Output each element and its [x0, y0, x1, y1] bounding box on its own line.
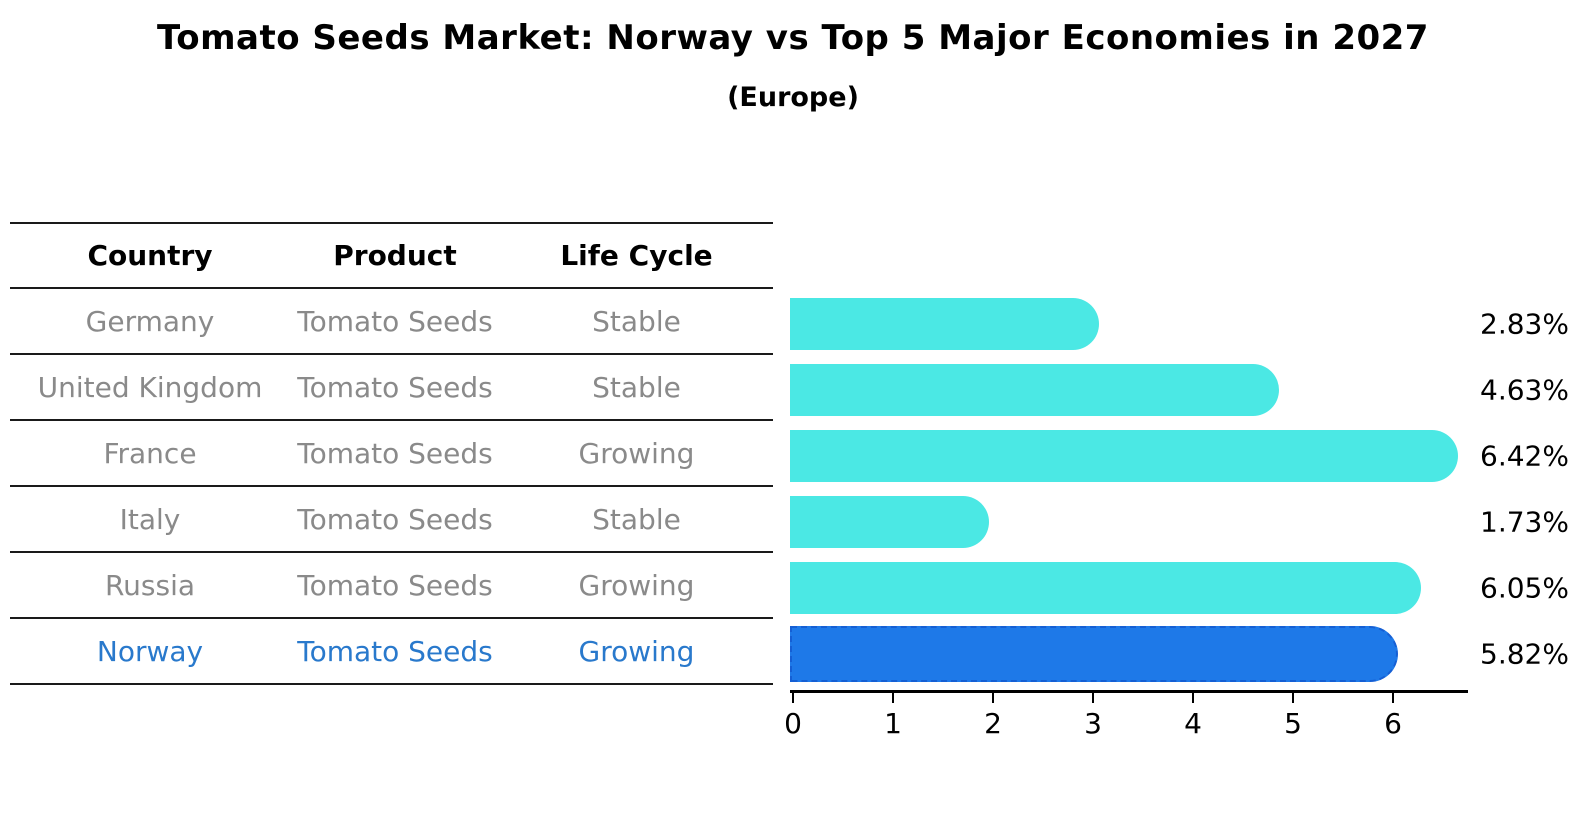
cell-country: Norway — [96, 634, 204, 668]
table-row: United Kingdom Tomato Seeds Stable — [10, 353, 773, 419]
value-label: 4.63% — [1480, 373, 1569, 407]
tick-mark — [991, 692, 995, 703]
cell-life-cycle: Growing — [578, 568, 695, 602]
tick-label: 6 — [1384, 707, 1402, 740]
tick-mark — [791, 692, 795, 703]
tick-label: 0 — [784, 707, 802, 740]
bar-row: 4.63% — [0, 364, 1586, 416]
tick-mark — [1391, 692, 1395, 703]
cell-product: Tomato Seeds — [297, 502, 493, 536]
cell-life-cycle: Growing — [578, 634, 695, 668]
bar-row: 2.83% — [0, 298, 1586, 350]
table-row: Italy Tomato Seeds Stable — [10, 485, 773, 551]
header-cell-life-cycle: Life Cycle — [560, 239, 713, 272]
tick-mark — [1091, 692, 1095, 703]
table-row: Germany Tomato Seeds Stable — [10, 287, 773, 353]
tick-label: 3 — [1084, 707, 1102, 740]
cell-product: Tomato Seeds — [297, 634, 493, 668]
cell-country: United Kingdom — [37, 370, 263, 404]
chart-subtitle: (Europe) — [727, 82, 859, 113]
bar — [790, 298, 1099, 350]
table-header-row: Country Product Life Cycle — [10, 222, 773, 287]
cell-country: France — [103, 436, 197, 470]
tick-mark — [891, 692, 895, 703]
bar — [790, 626, 1398, 682]
header-cell-product: Product — [333, 239, 457, 272]
cell-product: Tomato Seeds — [297, 304, 493, 338]
bar-row: 1.73% — [0, 496, 1586, 548]
value-label: 6.05% — [1480, 571, 1569, 605]
cell-product: Tomato Seeds — [297, 370, 493, 404]
header-cell-country: Country — [87, 239, 213, 272]
tick-label: 5 — [1284, 707, 1302, 740]
value-label: 5.82% — [1480, 637, 1569, 671]
bar — [790, 364, 1279, 416]
cell-product: Tomato Seeds — [297, 436, 493, 470]
cell-life-cycle: Stable — [592, 502, 681, 536]
tick-label: 4 — [1184, 707, 1202, 740]
bar — [790, 430, 1458, 482]
chart-title: Tomato Seeds Market: Norway vs Top 5 Maj… — [157, 18, 1429, 58]
cell-life-cycle: Stable — [592, 304, 681, 338]
x-axis-line — [790, 690, 1468, 693]
tick-mark — [1291, 692, 1295, 703]
tick-mark — [1191, 692, 1195, 703]
cell-product: Tomato Seeds — [297, 568, 493, 602]
table-row: France Tomato Seeds Growing — [10, 419, 773, 485]
bar-row: 5.82% — [0, 626, 1586, 682]
cell-country: Germany — [85, 304, 215, 338]
bar-row: 6.05% — [0, 562, 1586, 614]
comparison-table: Country Product Life Cycle Germany Tomat… — [10, 222, 773, 685]
bar — [790, 562, 1421, 614]
cell-life-cycle: Stable — [592, 370, 681, 404]
table-row: Russia Tomato Seeds Growing — [10, 551, 773, 617]
cell-life-cycle: Growing — [578, 436, 695, 470]
tick-label: 1 — [884, 707, 902, 740]
bar-row: 6.42% — [0, 430, 1586, 482]
value-label: 1.73% — [1480, 505, 1569, 539]
table-row: Norway Tomato Seeds Growing — [10, 617, 773, 683]
bar — [790, 496, 989, 548]
tick-label: 2 — [984, 707, 1002, 740]
value-label: 6.42% — [1480, 439, 1569, 473]
cell-country: Italy — [119, 502, 181, 536]
cell-country: Russia — [104, 568, 196, 602]
value-label: 2.83% — [1480, 307, 1569, 341]
